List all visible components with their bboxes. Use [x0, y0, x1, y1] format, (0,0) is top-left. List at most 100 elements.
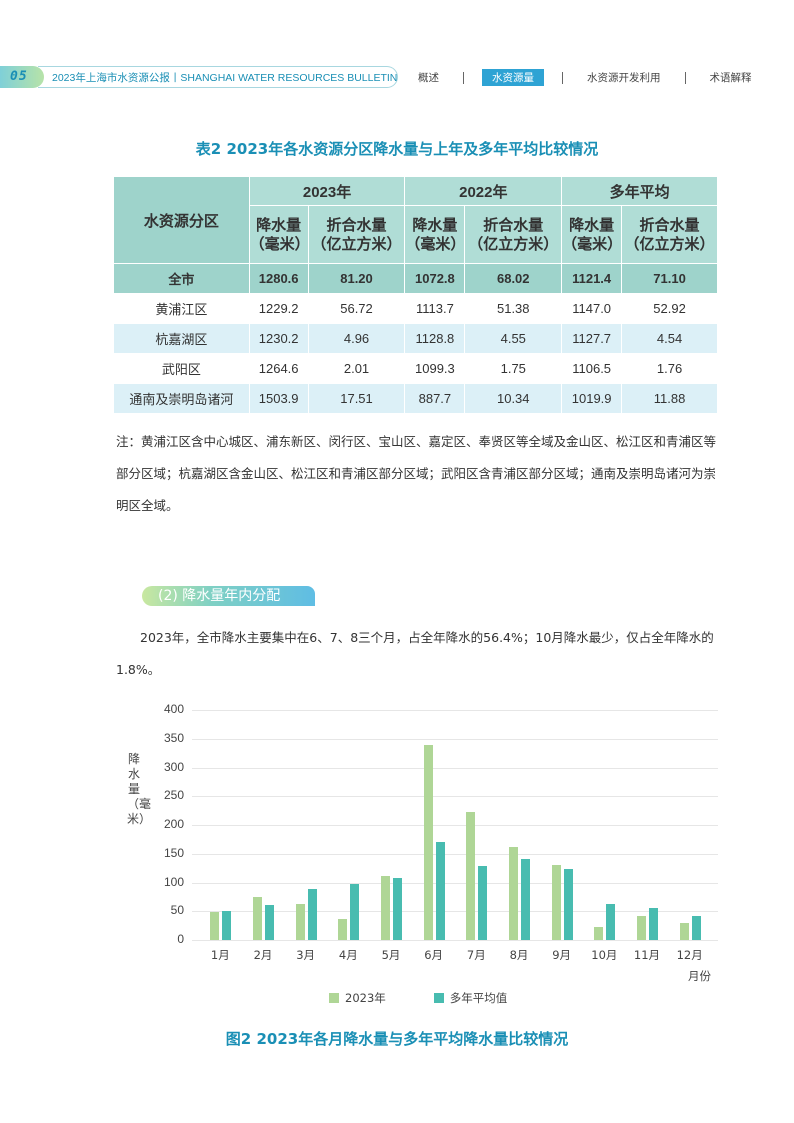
x-tick-label: 10月 — [591, 948, 618, 962]
cell-value: 68.02 — [464, 263, 563, 294]
y-tick-label: 250 — [163, 788, 184, 803]
legend-item-average: 多年平均值 — [433, 990, 507, 1006]
bar-average — [307, 888, 317, 940]
table-row: 黄浦江区 1229.2 56.72 1113.7 51.38 1147.0 52… — [113, 293, 718, 324]
bar-2023 — [679, 922, 689, 940]
cell-value: 1072.8 — [404, 263, 466, 294]
header-precip: 降水量 （毫米） — [248, 205, 310, 264]
header-volume: 折合水量 （亿立方米） — [621, 205, 718, 264]
gridline — [192, 738, 718, 740]
gridline — [192, 940, 718, 941]
bar-2023 — [253, 896, 262, 940]
legend-item-2023: 2023年 — [329, 990, 386, 1006]
page-number: 05 — [10, 69, 28, 84]
gridline — [192, 911, 718, 913]
y-axis-label: 降水量（毫米） — [127, 752, 152, 826]
bar-2023 — [466, 812, 476, 940]
header-multi-year: 多年平均 — [561, 176, 718, 206]
cell-region: 武阳区 — [113, 353, 250, 384]
bar-average — [649, 908, 658, 940]
x-tick-label: 11月 — [633, 948, 661, 962]
bar-2023 — [295, 903, 305, 940]
y-tick-label: 350 — [163, 730, 184, 745]
cell-value: 1264.6 — [248, 353, 309, 384]
bar-average — [563, 869, 573, 940]
nav-item-overview[interactable]: 概述 — [418, 72, 439, 84]
page-number-badge: 05 — [0, 66, 44, 88]
bar-2023 — [381, 875, 390, 940]
page-header: 05 2023年上海市水资源公报丨SHANGHAI WATER RESOURCE… — [0, 66, 794, 88]
nav-item-glossary[interactable]: 术语解释 — [709, 72, 752, 84]
y-tick-label: 50 — [170, 903, 184, 918]
nav-divider — [684, 71, 686, 84]
x-tick-label: 4月 — [338, 948, 358, 962]
x-tick-label: 1月 — [210, 948, 230, 962]
cell-value: 4.54 — [621, 323, 718, 354]
section-label-badge — [142, 586, 315, 606]
section-label: (2) 降水量年内分配 — [158, 588, 281, 604]
y-tick-label: 200 — [163, 817, 184, 831]
cell-value: 56.72 — [307, 293, 406, 324]
cell-value: 71.10 — [621, 263, 718, 294]
section-nav: 概述 水资源量 水资源开发利用 术语解释 — [412, 69, 758, 86]
bar-average — [521, 858, 530, 940]
gridline — [192, 796, 718, 798]
cell-value: 1121.4 — [561, 263, 623, 294]
header-precip: 降水量 （毫米） — [404, 205, 465, 264]
x-axis-label: 月份 — [688, 969, 711, 983]
section-paragraph: 2023年，全市降水主要集中在6、7、8三个月，占全年降水的56.4%；10月降… — [116, 630, 714, 677]
cell-value: 81.20 — [307, 263, 406, 294]
x-tick-label: 3月 — [296, 948, 316, 962]
bar-2023 — [338, 918, 348, 940]
cell-value: 1147.0 — [561, 293, 623, 324]
y-tick-label: 300 — [163, 759, 184, 774]
cell-value: 4.96 — [307, 323, 406, 354]
gridline — [192, 710, 718, 711]
cell-value: 1280.6 — [248, 263, 309, 294]
bar-average — [435, 842, 445, 940]
y-tick-label: 100 — [163, 874, 184, 889]
figure-title: 图2 2023年各月降水量与多年平均降水量比较情况 — [225, 1030, 569, 1048]
table-note: 注：黄浦江区含中心城区、浦东新区、闵行区、宝山区、嘉定区、奉贤区等全域及金山区、… — [116, 434, 717, 513]
bulletin-title-frame — [38, 66, 398, 88]
bar-average — [350, 884, 360, 940]
bar-2023 — [423, 745, 433, 940]
legend-swatch — [329, 993, 339, 1003]
bar-average — [222, 911, 232, 940]
bar-2023 — [210, 911, 220, 940]
table-row: 武阳区 1264.6 2.01 1099.3 1.75 1106.5 1.76 — [113, 353, 718, 384]
table-row: 通南及崇明岛诸河 1503.9 17.51 887.7 10.34 1019.9… — [113, 383, 718, 414]
cell-value: 1113.7 — [404, 293, 466, 324]
cell-value: 887.7 — [404, 383, 466, 414]
header-precip: 降水量 （毫米） — [561, 205, 622, 264]
y-tick-label: 400 — [163, 702, 184, 716]
cell-value: 2.01 — [307, 353, 406, 384]
cell-value: 10.34 — [464, 383, 563, 414]
header-2023: 2023年 — [248, 176, 406, 206]
chart-legend: 2023年 多年平均值 — [329, 990, 555, 1006]
bulletin-title: 2023年上海市水资源公报丨SHANGHAI WATER RESOURCES B… — [52, 72, 398, 84]
cell-value: 17.51 — [307, 383, 406, 414]
x-tick-label: 7月 — [466, 948, 486, 962]
cell-value: 1019.9 — [561, 383, 623, 414]
x-tick-label: 8月 — [509, 948, 529, 962]
y-tick-label: 0 — [177, 932, 184, 946]
nav-item-water-resources[interactable]: 水资源量 — [482, 69, 544, 86]
gridline — [192, 882, 718, 884]
header-2022: 2022年 — [404, 176, 563, 206]
nav-item-development[interactable]: 水资源开发利用 — [587, 72, 661, 84]
cell-value: 1230.2 — [248, 323, 309, 354]
legend-swatch — [433, 993, 444, 1003]
cell-region: 杭嘉湖区 — [113, 323, 250, 354]
nav-divider — [463, 71, 464, 84]
bar-2023 — [551, 865, 561, 940]
cell-value: 1.76 — [621, 353, 718, 384]
bar-2023 — [594, 927, 604, 940]
cell-value: 1099.3 — [404, 353, 466, 384]
nav-divider — [562, 71, 563, 84]
cell-region: 黄浦江区 — [113, 293, 250, 324]
header-volume: 折合水量 （亿立方米） — [307, 205, 406, 264]
bar-average — [393, 878, 402, 940]
precipitation-table: 水资源分区 2023年 2022年 多年平均 降水量 （毫米） 折合水量 （亿立方米… — [113, 176, 718, 414]
cell-value: 52.92 — [621, 293, 718, 324]
